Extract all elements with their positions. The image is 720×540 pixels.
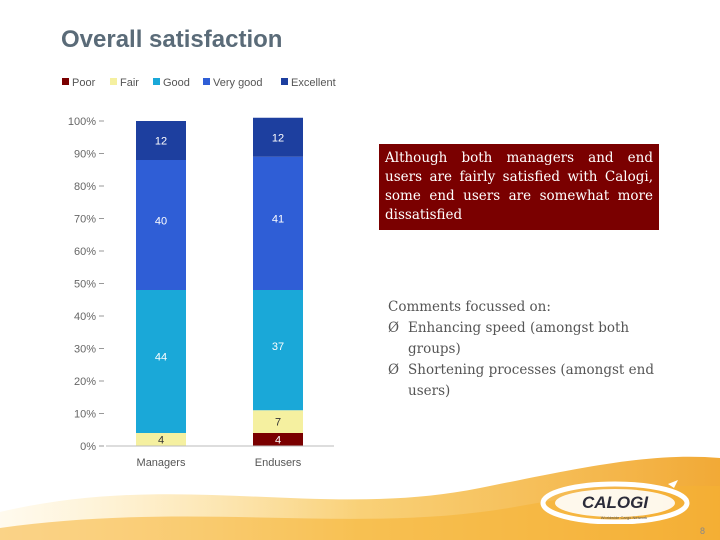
- bar-data-label: 40: [155, 216, 167, 228]
- y-tick-label: 10%: [74, 409, 96, 421]
- bar-data-label: 4: [158, 435, 164, 447]
- y-tick-label: 0%: [80, 441, 96, 453]
- comments-block: Comments focussed on: Ø Enhancing speed …: [388, 297, 678, 402]
- bar-segment: [253, 156, 303, 290]
- bar-segment: [136, 160, 186, 290]
- bullet-arrow-icon: Ø: [388, 320, 400, 336]
- x-category-label: Managers: [137, 457, 186, 469]
- legend-label: Poor: [72, 77, 96, 89]
- y-tick-label: 100%: [68, 116, 96, 128]
- legend-swatch: [110, 78, 117, 85]
- page-number: 8: [700, 526, 706, 536]
- legend-swatch: [281, 78, 288, 85]
- bar-segment: [253, 433, 303, 446]
- callout-box: Although both managers and end users are…: [379, 144, 659, 230]
- x-category-label: Endusers: [255, 457, 302, 469]
- x-axis: Managers Endusers: [106, 445, 334, 469]
- bar-data-label: 4: [275, 435, 281, 447]
- y-tick-label: 50%: [74, 279, 96, 291]
- legend-label: Very good: [213, 77, 263, 89]
- bar-data-label: 41: [272, 214, 284, 226]
- y-tick-label: 40%: [74, 311, 96, 323]
- bar-segment: [253, 410, 303, 433]
- legend-label: Fair: [120, 77, 139, 89]
- legend-swatch: [153, 78, 160, 85]
- bar-segment: [136, 290, 186, 433]
- logo-tagline: Worldwide Cargo Network: [601, 515, 647, 520]
- y-tick-label: 20%: [74, 376, 96, 388]
- comment-bullet-item: Ø Enhancing speed (amongst both groups): [388, 318, 678, 360]
- comments-heading: Comments focussed on:: [388, 299, 551, 315]
- chart-legend: Poor Fair Good Very good Excellent: [62, 77, 336, 89]
- comment-bullet-item: Ø Shortening processes (amongst end user…: [388, 360, 678, 402]
- bar-segment: [253, 117, 303, 157]
- logo-text: CALOGI: [582, 493, 649, 512]
- calogi-logo: CALOGI Worldwide Cargo Network: [540, 480, 690, 524]
- bar-segment: [136, 433, 186, 446]
- bullet-arrow-icon: Ø: [388, 362, 400, 378]
- bar-data-label: 12: [155, 136, 167, 148]
- bar-data-label: 44: [155, 351, 167, 363]
- y-tick-label: 80%: [74, 181, 96, 193]
- legend-label: Good: [163, 77, 190, 89]
- y-tick-label: 60%: [74, 246, 96, 258]
- y-tick-label: 70%: [74, 214, 96, 226]
- y-axis: 0% 10% 20% 30% 40% 50% 60% 70% 80% 90% 100%: [68, 116, 104, 453]
- legend-label: Excellent: [291, 77, 336, 89]
- bar-data-label: 12: [272, 132, 284, 144]
- y-tick-label: 30%: [74, 344, 96, 356]
- comment-text: Shortening processes (amongst end users): [408, 362, 654, 399]
- legend-swatch: [62, 78, 69, 85]
- bar-data-label: 37: [272, 341, 284, 353]
- bar-data-label: 7: [275, 417, 281, 429]
- y-tick-label: 90%: [74, 149, 96, 161]
- bar-segment: [136, 121, 186, 160]
- page-title: Overall satisfaction: [61, 26, 283, 53]
- bar-segment: [253, 290, 303, 411]
- legend-swatch: [203, 78, 210, 85]
- comment-text: Enhancing speed (amongst both groups): [408, 320, 630, 357]
